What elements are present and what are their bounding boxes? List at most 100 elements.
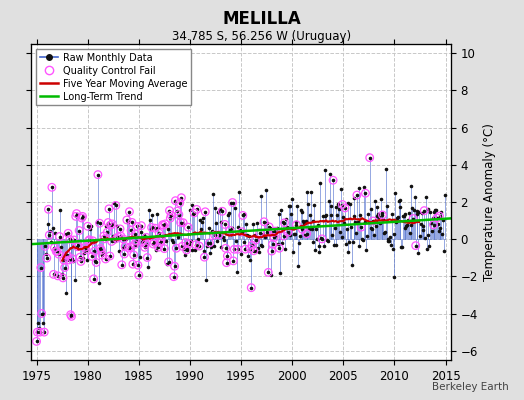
Point bbox=[291, 218, 300, 225]
Point bbox=[256, 193, 265, 200]
Point bbox=[182, 247, 191, 253]
Point bbox=[137, 222, 146, 229]
Point bbox=[338, 201, 346, 208]
Point bbox=[42, 255, 51, 261]
Point bbox=[209, 191, 217, 198]
Point bbox=[215, 232, 223, 238]
Point bbox=[131, 231, 139, 237]
Point bbox=[392, 219, 400, 226]
Point bbox=[66, 236, 74, 242]
Point bbox=[158, 233, 166, 240]
Point bbox=[238, 228, 246, 235]
Point bbox=[201, 208, 210, 215]
Point bbox=[373, 204, 381, 210]
Point bbox=[117, 262, 126, 268]
Point bbox=[269, 229, 278, 236]
Point bbox=[170, 263, 179, 270]
Point bbox=[364, 211, 372, 218]
Point bbox=[130, 241, 139, 248]
Point bbox=[103, 229, 112, 236]
Point bbox=[263, 229, 271, 235]
Point bbox=[271, 228, 279, 234]
Point bbox=[39, 310, 48, 317]
Point bbox=[167, 212, 176, 218]
Point bbox=[299, 218, 308, 224]
Point bbox=[339, 214, 347, 220]
Point bbox=[138, 239, 146, 245]
Point bbox=[346, 201, 354, 207]
Point bbox=[85, 236, 94, 243]
Point bbox=[151, 225, 159, 232]
Point bbox=[136, 254, 144, 260]
Point bbox=[320, 213, 329, 219]
Point bbox=[416, 232, 424, 239]
Point bbox=[325, 171, 334, 177]
Point bbox=[301, 232, 309, 238]
Point bbox=[169, 239, 177, 246]
Point bbox=[204, 225, 213, 231]
Point bbox=[354, 243, 363, 249]
Point bbox=[141, 241, 150, 247]
Point bbox=[268, 248, 276, 254]
Point bbox=[385, 238, 394, 244]
Point bbox=[38, 310, 46, 317]
Point bbox=[165, 259, 173, 265]
Point bbox=[296, 232, 304, 239]
Point bbox=[265, 224, 274, 230]
Point bbox=[101, 236, 109, 242]
Point bbox=[122, 236, 130, 242]
Y-axis label: Temperature Anomaly (°C): Temperature Anomaly (°C) bbox=[483, 123, 496, 281]
Point bbox=[33, 329, 41, 335]
Point bbox=[238, 212, 247, 219]
Point bbox=[128, 261, 137, 267]
Point bbox=[81, 244, 89, 250]
Point bbox=[322, 212, 331, 218]
Point bbox=[97, 247, 105, 254]
Point bbox=[395, 198, 403, 204]
Point bbox=[155, 230, 163, 236]
Point bbox=[337, 234, 346, 240]
Point bbox=[181, 239, 190, 246]
Point bbox=[302, 230, 311, 237]
Point bbox=[361, 190, 369, 196]
Point bbox=[270, 234, 278, 241]
Point bbox=[36, 329, 44, 335]
Point bbox=[107, 238, 116, 245]
Point bbox=[208, 228, 216, 234]
Point bbox=[243, 232, 251, 238]
Point bbox=[222, 245, 230, 252]
Point bbox=[264, 269, 272, 276]
Point bbox=[188, 202, 196, 208]
Point bbox=[50, 244, 59, 251]
Point bbox=[83, 223, 92, 230]
Point bbox=[369, 218, 377, 224]
Point bbox=[341, 205, 349, 211]
Point bbox=[192, 242, 200, 248]
Point bbox=[376, 220, 384, 226]
Point bbox=[400, 225, 409, 231]
Point bbox=[68, 256, 77, 262]
Point bbox=[290, 231, 298, 238]
Point bbox=[230, 246, 238, 252]
Point bbox=[245, 233, 253, 240]
Point bbox=[233, 246, 242, 252]
Point bbox=[77, 258, 85, 265]
Point bbox=[422, 194, 430, 200]
Point bbox=[199, 215, 207, 222]
Point bbox=[215, 206, 224, 212]
Point bbox=[187, 237, 195, 244]
Point bbox=[190, 210, 199, 216]
Point bbox=[241, 246, 249, 252]
Point bbox=[47, 239, 55, 245]
Point bbox=[84, 238, 93, 244]
Point bbox=[275, 245, 283, 251]
Point bbox=[62, 230, 71, 237]
Point bbox=[408, 205, 417, 211]
Point bbox=[41, 243, 49, 250]
Point bbox=[324, 197, 333, 204]
Text: MELILLA: MELILLA bbox=[223, 10, 301, 28]
Point bbox=[204, 240, 212, 246]
Point bbox=[306, 212, 314, 218]
Point bbox=[432, 207, 440, 213]
Point bbox=[84, 238, 93, 244]
